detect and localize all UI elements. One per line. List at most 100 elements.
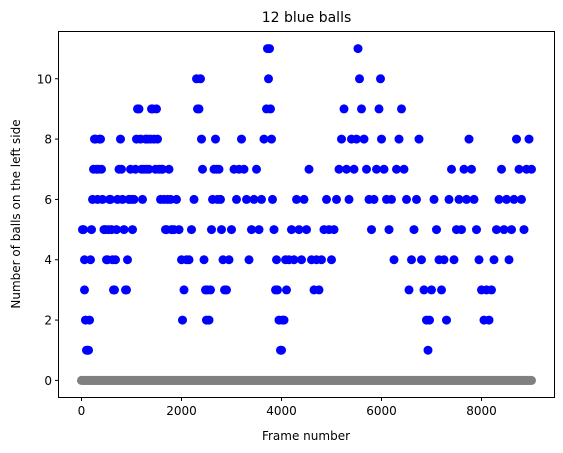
data-point bbox=[437, 285, 446, 295]
data-point bbox=[407, 255, 416, 265]
data-point bbox=[123, 255, 132, 265]
data-point bbox=[524, 134, 534, 144]
data-point bbox=[502, 194, 511, 204]
data-point bbox=[404, 285, 414, 295]
y-tick-label: 10 bbox=[37, 72, 52, 86]
data-point bbox=[164, 164, 174, 174]
data-point bbox=[257, 194, 266, 204]
data-point bbox=[353, 44, 363, 54]
data-point bbox=[232, 194, 241, 204]
data-point bbox=[198, 164, 207, 174]
data-point bbox=[332, 194, 341, 204]
data-point bbox=[214, 164, 224, 174]
data-point bbox=[369, 194, 379, 204]
data-point bbox=[399, 164, 409, 174]
data-point bbox=[439, 255, 449, 265]
data-point bbox=[292, 194, 301, 204]
x-axis: 0 2000 4000 6000 8000 bbox=[78, 397, 497, 418]
data-point bbox=[469, 194, 479, 204]
data-point bbox=[527, 164, 536, 174]
data-point bbox=[242, 194, 251, 204]
data-point bbox=[384, 225, 394, 235]
data-point bbox=[264, 74, 273, 84]
data-point bbox=[512, 134, 521, 144]
data-point bbox=[80, 285, 89, 295]
data-point bbox=[98, 194, 107, 204]
data-point bbox=[268, 194, 277, 204]
data-point bbox=[227, 225, 236, 235]
data-point bbox=[153, 134, 162, 144]
data-point bbox=[459, 164, 469, 174]
x-tick-label: 8000 bbox=[466, 404, 497, 418]
data-point bbox=[449, 255, 459, 265]
data-point bbox=[152, 104, 161, 114]
data-point bbox=[487, 285, 496, 295]
data-point bbox=[427, 285, 436, 295]
data-point bbox=[189, 194, 199, 204]
data-point bbox=[178, 315, 187, 325]
data-point bbox=[84, 345, 93, 355]
data-point bbox=[277, 345, 286, 355]
data-point bbox=[322, 194, 331, 204]
data-point bbox=[419, 285, 429, 295]
data-point bbox=[199, 255, 209, 265]
data-points bbox=[77, 44, 536, 385]
data-point bbox=[117, 164, 126, 174]
data-point bbox=[112, 225, 121, 235]
data-point bbox=[359, 134, 369, 144]
data-point bbox=[265, 44, 274, 54]
data-point bbox=[116, 134, 125, 144]
data-point bbox=[389, 255, 399, 265]
data-point bbox=[507, 225, 516, 235]
data-point bbox=[362, 164, 371, 174]
data-point bbox=[138, 194, 147, 204]
data-point bbox=[329, 225, 339, 235]
data-point bbox=[297, 255, 306, 265]
data-point bbox=[467, 164, 476, 174]
data-point bbox=[519, 225, 529, 235]
data-point bbox=[352, 134, 361, 144]
data-point bbox=[423, 345, 433, 355]
data-point bbox=[224, 255, 234, 265]
data-point bbox=[454, 194, 464, 204]
data-point bbox=[179, 285, 189, 295]
y-axis-label: Number of balls on the left side bbox=[9, 119, 23, 308]
data-point bbox=[397, 104, 406, 114]
data-point bbox=[259, 134, 269, 144]
y-tick-label: 0 bbox=[44, 374, 52, 388]
data-point bbox=[129, 194, 139, 204]
data-point bbox=[327, 255, 336, 265]
data-point bbox=[249, 194, 259, 204]
data-point bbox=[269, 225, 279, 235]
data-point bbox=[184, 255, 194, 265]
data-point bbox=[207, 225, 216, 235]
data-point bbox=[111, 255, 120, 265]
data-point bbox=[509, 194, 519, 204]
data-point bbox=[367, 225, 376, 235]
data-point bbox=[317, 255, 326, 265]
data-point bbox=[379, 164, 389, 174]
data-point bbox=[279, 315, 289, 325]
data-point bbox=[376, 74, 385, 84]
data-point bbox=[377, 134, 386, 144]
data-point bbox=[355, 74, 364, 84]
data-point bbox=[472, 225, 481, 235]
data-point bbox=[294, 225, 304, 235]
data-point bbox=[342, 164, 351, 174]
data-point bbox=[484, 315, 494, 325]
data-point bbox=[196, 74, 205, 84]
data-point bbox=[447, 164, 456, 174]
x-tick-label: 6000 bbox=[366, 404, 397, 418]
data-point-zero bbox=[527, 375, 536, 385]
data-point bbox=[128, 225, 137, 235]
data-point bbox=[254, 225, 264, 235]
y-axis: 0 2 4 6 8 10 bbox=[37, 72, 59, 388]
data-point bbox=[187, 225, 196, 235]
data-point bbox=[211, 134, 220, 144]
data-point bbox=[87, 225, 96, 235]
data-point bbox=[272, 255, 281, 265]
data-point bbox=[217, 225, 226, 235]
data-point bbox=[299, 194, 309, 204]
y-tick-label: 6 bbox=[44, 193, 52, 207]
data-point bbox=[273, 285, 282, 295]
